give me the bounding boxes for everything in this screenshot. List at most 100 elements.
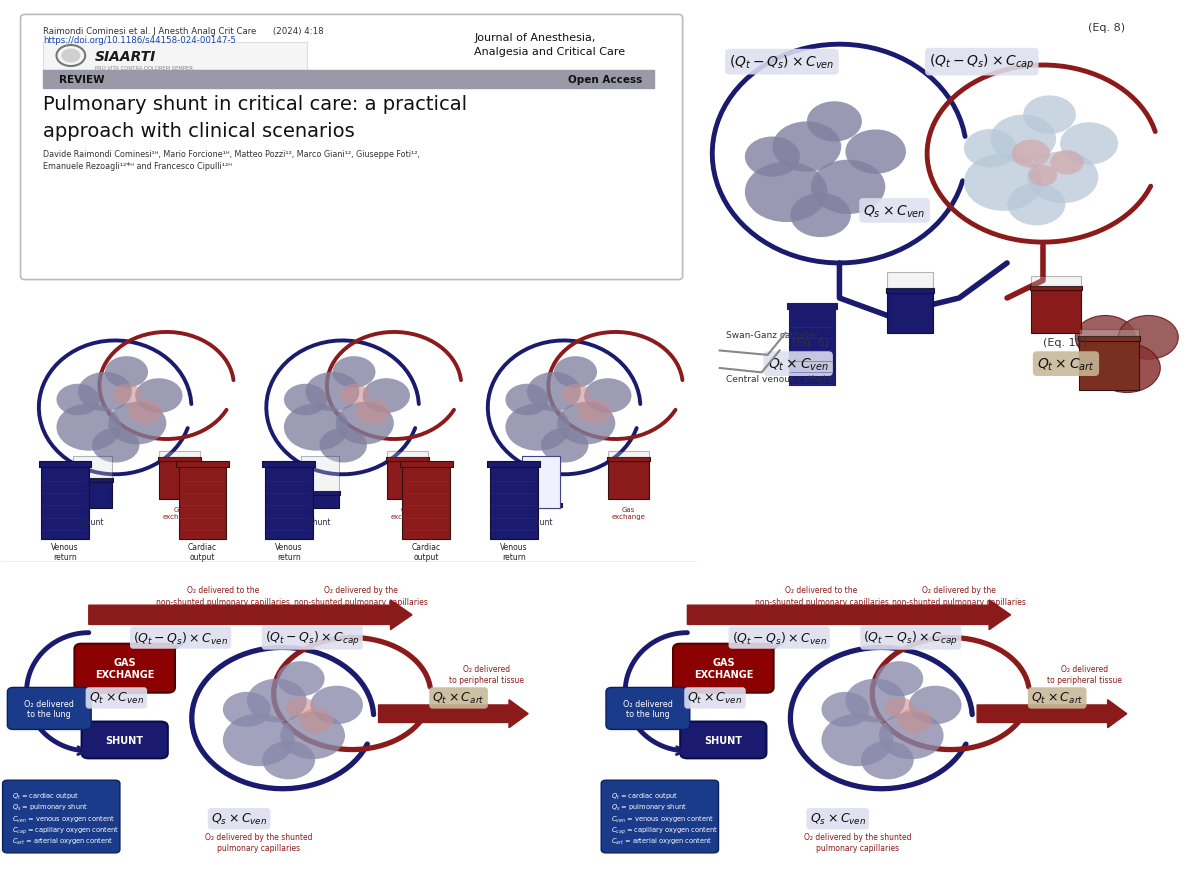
- Circle shape: [1075, 316, 1135, 360]
- Bar: [1031, 277, 1081, 287]
- Circle shape: [527, 373, 581, 412]
- Bar: [402, 465, 450, 539]
- FancyBboxPatch shape: [680, 722, 767, 759]
- Circle shape: [822, 714, 893, 766]
- Text: (Eq. 6): (Eq. 6): [792, 338, 828, 347]
- Text: Shunt: Shunt: [530, 517, 552, 526]
- Bar: [607, 458, 650, 461]
- Circle shape: [61, 49, 80, 63]
- Text: Pulmonary shunt in critical care: a practical: Pulmonary shunt in critical care: a prac…: [43, 95, 468, 114]
- Circle shape: [846, 679, 905, 723]
- Bar: [1078, 337, 1140, 341]
- Bar: [886, 289, 934, 294]
- Text: REVIEW: REVIEW: [59, 75, 104, 85]
- Text: $(Q_t - Q_s)\times C_{ven}$: $(Q_t - Q_s)\times C_{ven}$: [730, 53, 835, 71]
- Circle shape: [577, 400, 611, 424]
- Text: Davide Raimondi Cominesi¹ᴴ, Mario Forcione¹ᴴ, Matteo Pozzi¹², Marco Giani¹², Giu: Davide Raimondi Cominesi¹ᴴ, Mario Forcio…: [43, 150, 420, 159]
- Circle shape: [845, 131, 906, 175]
- Circle shape: [223, 692, 271, 727]
- FancyArrow shape: [378, 700, 528, 728]
- Text: $(Q_t - Q_s)\times C_{cap}$: $(Q_t - Q_s)\times C_{cap}$: [265, 629, 360, 647]
- Bar: [73, 456, 112, 478]
- Text: O₂ delivered by the
non-shunted pulmonary capillaries: O₂ delivered by the non-shunted pulmonar…: [294, 586, 427, 606]
- Circle shape: [1008, 184, 1066, 226]
- Bar: [160, 461, 200, 500]
- Circle shape: [128, 400, 162, 424]
- Text: O₂ delivered
to the lung: O₂ delivered to the lung: [24, 699, 74, 718]
- FancyArrow shape: [89, 600, 412, 630]
- Bar: [521, 503, 562, 508]
- Bar: [1079, 329, 1139, 337]
- Text: Raimondi Cominesi et al. J Anesth Analg Crit Care      (2024) 4:18: Raimondi Cominesi et al. J Anesth Analg …: [43, 26, 324, 36]
- Text: GAS
EXCHANGE: GAS EXCHANGE: [95, 658, 155, 679]
- Bar: [608, 461, 649, 500]
- Bar: [386, 461, 427, 500]
- Circle shape: [136, 379, 182, 413]
- Text: $Q_s\times C_{ven}$: $Q_s\times C_{ven}$: [863, 203, 925, 219]
- FancyBboxPatch shape: [673, 644, 774, 693]
- Circle shape: [332, 357, 376, 389]
- FancyBboxPatch shape: [601, 781, 719, 853]
- Bar: [43, 71, 654, 89]
- Text: Venous
return: Venous return: [275, 543, 302, 562]
- Text: $Q_t\times C_{art}$: $Q_t\times C_{art}$: [432, 690, 485, 706]
- Text: Emanuele Rezoagli¹²*ᴴ and Francesco Cipulli¹²ᴴ: Emanuele Rezoagli¹²*ᴴ and Francesco Cipu…: [43, 161, 233, 170]
- Text: Gas
exchange: Gas exchange: [612, 506, 646, 519]
- Text: Venous
return: Venous return: [52, 543, 79, 562]
- Bar: [73, 482, 112, 509]
- Text: O₂ delivered by the shunted
pulmonary capillaries: O₂ delivered by the shunted pulmonary ca…: [804, 832, 911, 852]
- Circle shape: [562, 384, 590, 405]
- Circle shape: [311, 686, 362, 724]
- Circle shape: [908, 686, 961, 724]
- Bar: [790, 307, 835, 386]
- Bar: [43, 42, 307, 71]
- Circle shape: [319, 428, 367, 463]
- Circle shape: [1093, 344, 1160, 393]
- Bar: [176, 461, 229, 467]
- Circle shape: [56, 384, 100, 416]
- Text: (Eq. 8): (Eq. 8): [1088, 23, 1126, 32]
- Bar: [265, 465, 313, 539]
- Text: $Q_t\times C_{art}$: $Q_t\times C_{art}$: [1037, 356, 1094, 373]
- Text: $Q_s\times C_{ven}$: $Q_s\times C_{ven}$: [211, 811, 268, 826]
- Circle shape: [78, 373, 132, 412]
- Text: O₂ delivered
to peripheral tissue: O₂ delivered to peripheral tissue: [449, 665, 523, 685]
- Circle shape: [745, 138, 800, 177]
- FancyArrow shape: [977, 700, 1127, 728]
- Bar: [487, 461, 540, 467]
- Text: $(Q_t - Q_s)\times C_{cap}$: $(Q_t - Q_s)\times C_{cap}$: [863, 629, 959, 647]
- Circle shape: [554, 357, 598, 389]
- Circle shape: [1118, 316, 1178, 360]
- Circle shape: [860, 741, 913, 780]
- Text: SIAARTI: SIAARTI: [95, 49, 156, 63]
- Circle shape: [875, 661, 923, 696]
- Text: Gas
exchange: Gas exchange: [163, 506, 197, 519]
- Bar: [38, 461, 91, 467]
- Bar: [608, 452, 649, 458]
- Text: $Q_t$ = cardiac output: $Q_t$ = cardiac output: [611, 791, 678, 801]
- Bar: [301, 456, 340, 491]
- Text: Shunt: Shunt: [308, 517, 331, 526]
- Text: O₂ delivered to the
non-shunted pulmonary capillaries: O₂ delivered to the non-shunted pulmonar…: [156, 586, 290, 606]
- Circle shape: [1027, 152, 1098, 204]
- Circle shape: [355, 400, 389, 424]
- Bar: [386, 452, 427, 458]
- FancyBboxPatch shape: [2, 781, 120, 853]
- Circle shape: [1050, 151, 1084, 175]
- Circle shape: [964, 130, 1016, 168]
- Circle shape: [263, 741, 316, 780]
- Text: GAS
EXCHANGE: GAS EXCHANGE: [694, 658, 754, 679]
- Circle shape: [990, 116, 1056, 163]
- Bar: [490, 465, 538, 539]
- Circle shape: [56, 404, 121, 451]
- Text: (Eq. 12): (Eq. 12): [1043, 338, 1087, 347]
- FancyBboxPatch shape: [74, 644, 175, 693]
- Text: $Q_t\times C_{ven}$: $Q_t\times C_{ven}$: [89, 690, 144, 706]
- Text: Central venous catheter: Central venous catheter: [726, 374, 835, 383]
- Circle shape: [336, 403, 394, 445]
- Bar: [522, 456, 560, 503]
- Circle shape: [878, 712, 943, 759]
- Circle shape: [1012, 140, 1050, 168]
- Bar: [72, 478, 113, 482]
- Bar: [1030, 287, 1082, 291]
